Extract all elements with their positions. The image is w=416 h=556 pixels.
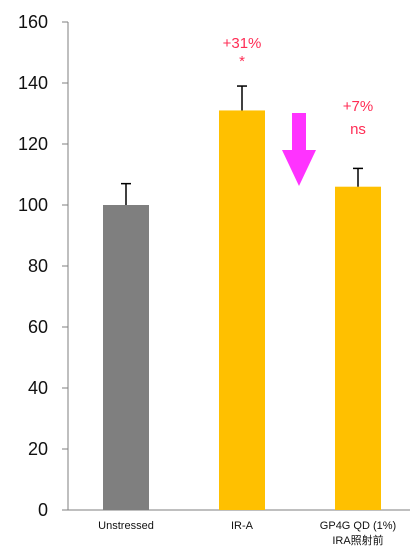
y-tick-group: 0 20 40 60 80 100 120 140 160 bbox=[18, 12, 68, 520]
category-label-line2: IRA照射前 bbox=[332, 533, 383, 547]
category-label-group: Unstressed IR-A GP4G QD (1%)IRA照射前 bbox=[98, 520, 396, 547]
significance-label: ns bbox=[350, 121, 366, 138]
y-tick-label: 140 bbox=[18, 73, 48, 93]
y-tick-label: 20 bbox=[28, 439, 48, 459]
y-tick-label: 100 bbox=[18, 195, 48, 215]
bar bbox=[103, 205, 149, 510]
y-tick-label: 120 bbox=[18, 134, 48, 154]
y-tick-label: 160 bbox=[18, 12, 48, 32]
bar bbox=[335, 186, 381, 510]
significance-label: * bbox=[239, 53, 245, 70]
y-tick-label: 40 bbox=[28, 378, 48, 398]
bar-group bbox=[103, 85, 381, 510]
percent-change-label: +7% bbox=[343, 98, 373, 115]
down-arrow-icon bbox=[282, 113, 316, 186]
y-tick-label: 60 bbox=[28, 317, 48, 337]
category-label: Unstressed bbox=[98, 520, 154, 532]
bar bbox=[219, 110, 265, 510]
annotation-group: +31%* +7% ns bbox=[223, 35, 374, 138]
category-label: GP4G QD (1%) bbox=[320, 520, 396, 532]
category-label: IR-A bbox=[231, 520, 254, 532]
y-tick-label: 80 bbox=[28, 256, 48, 276]
y-tick-label: 0 bbox=[38, 500, 48, 520]
percent-change-label: +31% bbox=[223, 35, 262, 52]
